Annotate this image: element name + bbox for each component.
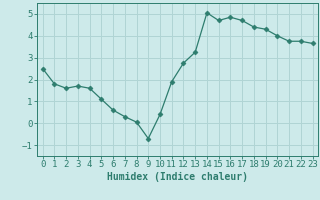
X-axis label: Humidex (Indice chaleur): Humidex (Indice chaleur) <box>107 172 248 182</box>
